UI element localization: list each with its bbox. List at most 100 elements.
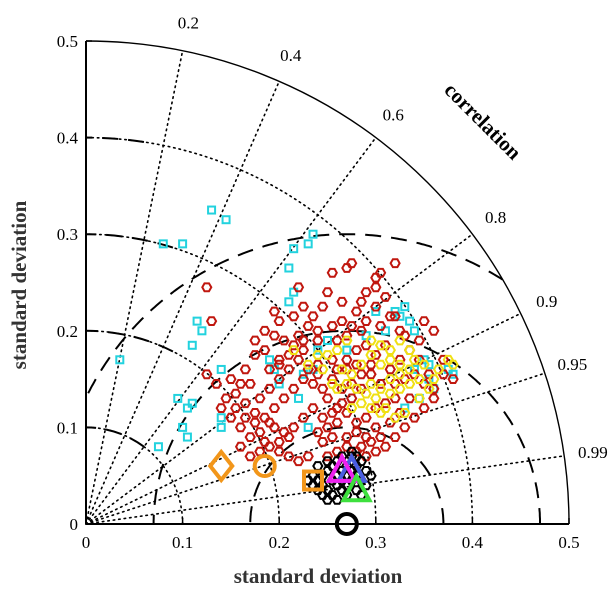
red-hexagon-marker	[331, 446, 343, 457]
correlation-tick-label: 0.9	[536, 292, 557, 311]
black-hexagon-marker	[321, 456, 334, 467]
red-hexagon-marker	[225, 374, 237, 384]
red-hexagon-marker	[283, 350, 295, 360]
yellow-hexagon-marker	[374, 383, 387, 394]
red-hexagon-marker	[370, 301, 382, 312]
red-hexagon-marker	[350, 345, 363, 355]
cyan-square-marker	[371, 306, 381, 316]
x-tick-label: 0.1	[172, 533, 193, 552]
red-hexagon-marker	[360, 287, 372, 298]
x-tick-label: 0.2	[269, 533, 290, 552]
red-hexagon-marker	[418, 403, 430, 413]
red-hexagon-marker	[326, 267, 338, 278]
red-hexagon-marker	[278, 335, 290, 346]
red-hexagon-marker	[321, 287, 334, 298]
red-hexagon-marker	[418, 316, 430, 326]
cyan-square-marker	[115, 355, 125, 365]
correlation-ray	[85, 80, 281, 525]
yellow-hexagon-marker	[394, 369, 406, 380]
cyan-square-marker	[182, 432, 192, 442]
yellow-hexagon-marker	[350, 383, 363, 394]
yellow-hexagon-marker	[384, 374, 396, 384]
y-tick-label: 0.4	[57, 129, 79, 148]
cyan-square-marker	[197, 326, 207, 336]
red-hexagon-marker	[370, 403, 382, 413]
red-hexagon-marker	[244, 432, 256, 442]
yellow-hexagon-marker	[370, 393, 382, 404]
red-hexagon-marker	[273, 437, 285, 447]
yellow-hexagon-marker	[365, 379, 377, 389]
cyan-square-marker	[216, 413, 226, 423]
cyan-square-marker	[178, 422, 188, 432]
correlation-ray	[85, 49, 184, 525]
x-axis-title: standard deviation	[234, 564, 403, 588]
rms-arc-left	[85, 426, 145, 448]
cyan-square-marker	[265, 355, 275, 365]
red-hexagon-marker	[321, 422, 334, 433]
red-hexagon-marker	[374, 321, 387, 331]
red-hexagon-marker	[321, 393, 334, 404]
red-hexagon-marker	[249, 335, 261, 346]
red-hexagon-marker	[379, 340, 392, 351]
red-hexagon-marker	[292, 354, 305, 365]
red-hexagon-marker	[331, 417, 343, 428]
correlation-ray	[85, 233, 474, 525]
yellow-hexagon-marker	[384, 388, 396, 399]
cyan-square-marker	[400, 302, 410, 312]
cyan-square-marker	[284, 263, 294, 273]
yellow-hexagon-marker	[389, 412, 401, 423]
black-hexagon-marker	[365, 470, 377, 481]
cyan-square-marker	[409, 326, 419, 336]
red-hexagon-marker	[297, 412, 310, 423]
red-hexagon-marker	[259, 345, 271, 355]
yellow-hexagon-marker	[355, 398, 367, 409]
cyan-square-marker	[173, 393, 183, 403]
correlation-tick-label: 0.8	[485, 208, 506, 227]
red-hexagon-marker	[428, 383, 440, 394]
red-hexagon-marker	[302, 364, 314, 375]
red-hexagon-marker	[297, 345, 310, 355]
y-tick-label: 0	[70, 515, 79, 534]
cyan-square-marker	[158, 239, 168, 249]
diagram-labels: standard deviation standard deviation co…	[7, 78, 527, 588]
red-hexagon-marker	[273, 359, 285, 370]
cyan-square-marker	[289, 244, 299, 254]
red-hexagon-marker	[370, 446, 382, 457]
correlation-tick-label: 0.95	[558, 355, 588, 374]
black-hexagon-marker	[312, 461, 324, 471]
red-hexagon-marker	[283, 432, 295, 442]
red-hexagon-marker	[350, 427, 363, 438]
std-arc	[85, 136, 474, 525]
red-hexagon-marker	[234, 422, 247, 433]
correlation-ray	[85, 312, 522, 525]
red-hexagon-marker	[317, 301, 329, 312]
yellow-hexagon-marker	[413, 374, 425, 384]
cyan-square-marker	[221, 215, 231, 225]
yellow-hexagon-marker	[341, 335, 353, 346]
cyan-square-marker	[313, 345, 323, 355]
red-hexagon-marker	[220, 393, 232, 404]
cyan-square-marker	[419, 355, 429, 365]
red-hexagon-marker	[370, 272, 382, 283]
red-hexagon-marker	[234, 379, 247, 389]
cyan-square-marker	[308, 229, 318, 239]
red-hexagon-marker	[263, 417, 276, 428]
red-hexagon-marker	[408, 412, 421, 423]
black-circle-reference-marker	[334, 512, 359, 536]
red-hexagon-marker	[307, 403, 319, 413]
correlation-tick-label: 0.6	[383, 105, 404, 124]
red-hexagon-marker	[230, 388, 242, 399]
cyan-square-marker	[187, 340, 197, 350]
red-hexagon-marker	[355, 441, 367, 452]
red-hexagon-marker	[355, 369, 367, 380]
red-hexagon-marker	[346, 321, 358, 331]
yellow-hexagon-marker	[331, 345, 343, 355]
red-hexagon-marker	[346, 379, 358, 389]
red-hexagon-marker	[336, 383, 348, 394]
yellow-hexagon-marker	[403, 345, 416, 355]
red-hexagon-marker	[215, 403, 227, 413]
yellow-hexagon-marker	[302, 359, 314, 370]
red-hexagon-marker	[297, 374, 310, 384]
yellow-hexagon-marker	[365, 350, 377, 360]
